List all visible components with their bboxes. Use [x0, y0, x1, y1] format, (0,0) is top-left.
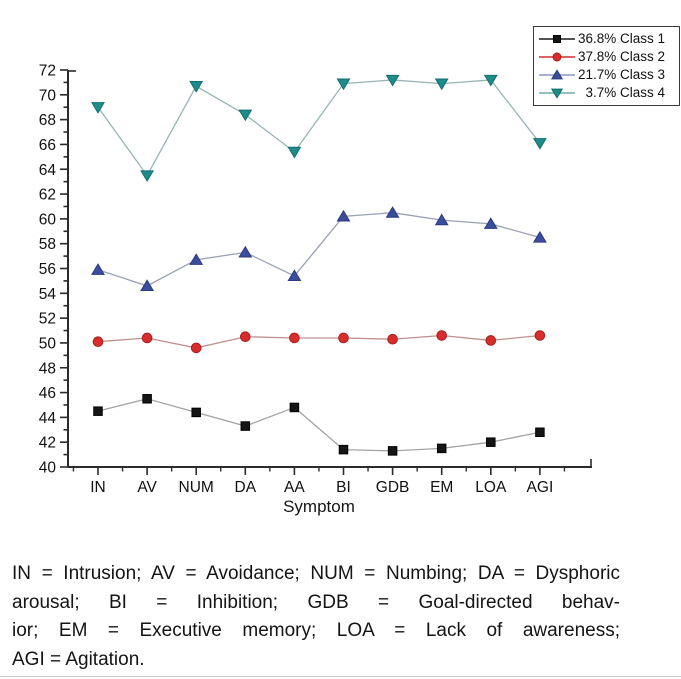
circle-marker-icon: [436, 330, 448, 341]
y-tick-label: 54: [39, 286, 57, 303]
triangle-down-marker-icon: [532, 138, 547, 150]
y-tick-label: 42: [39, 435, 56, 452]
y-tick-label: 60: [39, 211, 57, 228]
circle-marker-icon: [190, 342, 202, 354]
triangle-down-marker-icon: [287, 146, 302, 159]
x-tick-label: AGI: [527, 479, 554, 496]
y-tick-label: 70: [39, 87, 57, 104]
x-tick-label: LOA: [475, 479, 507, 496]
y-tick-label: 64: [39, 162, 57, 179]
legend-label: 36.8% Class 1: [578, 31, 666, 46]
y-tick-label: 72: [39, 63, 56, 80]
triangle-up-marker-icon: [336, 209, 351, 222]
series-line: [97, 334, 540, 349]
legend-item: 36.8% Class 1: [539, 30, 675, 48]
abbreviation-caption: IN = Intrusion; AV = Avoidance; NUM = Nu…: [12, 560, 620, 674]
legend-key-icon: [539, 35, 575, 43]
triangle-up-marker-icon: [550, 69, 564, 80]
triangle-up-marker-icon: [140, 279, 155, 291]
square-marker-icon: [436, 443, 447, 454]
y-tick-label: 68: [39, 112, 56, 129]
triangle-down-marker-icon: [385, 74, 400, 87]
x-tick-label: BI: [336, 479, 351, 496]
circle-marker-icon: [534, 330, 546, 341]
square-marker-icon: [535, 427, 545, 438]
circle-marker-icon: [485, 335, 497, 346]
chart-series: [91, 74, 547, 456]
x-tick-label: IN: [90, 479, 106, 496]
triangle-up-marker-icon: [532, 230, 547, 243]
y-tick-label: 62: [39, 187, 56, 204]
y-tick-label: 52: [39, 311, 56, 328]
y-tick-label: 66: [39, 137, 56, 154]
chart-axes: 40 42 44 46 48 50 52 54 56 58 60 62 64 66 68 70 72 IN AV NU…: [39, 63, 592, 496]
circle-marker-icon: [387, 333, 398, 345]
y-tick-label: 40: [39, 460, 57, 477]
line-chart: 40 42 44 46 48 50 52 54 56 58 60 62 64 66 68 70 72 IN AV NU…: [39, 63, 592, 516]
square-marker-icon: [486, 437, 496, 447]
square-marker-icon: [191, 407, 201, 418]
symptom-line-chart-canvas: 40 42 44 46 48 50 52 54 56 58 60 62 64 66 68 70 72 IN AV NU…: [39, 63, 592, 516]
triangle-up-marker-icon: [91, 263, 105, 275]
y-tick-label: 48: [39, 360, 56, 377]
triangle-down-marker-icon: [189, 81, 204, 93]
square-marker-icon: [338, 444, 349, 455]
triangle-down-marker-icon: [434, 78, 449, 91]
triangle-down-marker-icon: [550, 88, 564, 99]
series-line: [97, 398, 541, 452]
legend-item: 3.7% Class 4: [539, 84, 675, 102]
circle-marker-icon: [338, 332, 349, 344]
triangle-up-marker-icon: [483, 217, 498, 229]
caption-line-1: IN = Intrusion; AV = Avoidance; NUM = Nu…: [12, 563, 620, 584]
caption-line-3: ior; EM = Executive memory; LOA = Lack o…: [12, 620, 620, 641]
triangle-up-marker-icon: [238, 245, 253, 258]
square-marker-icon: [142, 394, 152, 404]
legend-key-icon: [539, 52, 575, 62]
circle-marker-icon: [92, 336, 104, 347]
legend-label: 3.7% Class 4: [578, 85, 666, 100]
circle-marker-icon: [289, 332, 300, 344]
series-line: [97, 79, 541, 177]
triangle-down-marker-icon: [140, 170, 155, 183]
legend-item: 37.8% Class 2: [539, 48, 675, 66]
legend-label: 37.8% Class 2: [578, 49, 666, 64]
square-marker-icon: [387, 446, 398, 456]
y-tick-label: 56: [39, 261, 56, 278]
legend-key-icon: [539, 69, 575, 80]
triangle-up-marker-icon: [434, 213, 449, 226]
triangle-down-marker-icon: [483, 74, 498, 87]
circle-marker-icon: [240, 331, 251, 343]
triangle-down-marker-icon: [238, 109, 253, 122]
x-tick-label: AA: [284, 479, 305, 496]
square-marker-icon: [240, 421, 251, 431]
caption-line-2: arousal; BI = Inhibition; GDB = Goal-dir…: [12, 591, 620, 613]
square-marker-icon: [93, 406, 103, 416]
legend-item: 21.7% Class 3: [539, 66, 675, 84]
triangle-down-marker-icon: [336, 78, 351, 91]
y-tick-label: 46: [39, 385, 56, 402]
circle-marker-icon: [552, 52, 562, 62]
x-tick-label: GDB: [376, 479, 410, 496]
bottom-divider: [0, 676, 681, 677]
x-tick-label: EM: [430, 479, 453, 496]
x-tick-label: NUM: [179, 479, 214, 496]
series-line: [97, 212, 541, 287]
legend-label: 21.7% Class 3: [578, 67, 666, 82]
x-tick-label: AV: [137, 479, 157, 496]
triangle-up-marker-icon: [287, 269, 302, 282]
chart-legend: 36.8% Class 1 37.8% Class 2 21.7% Class 3 …: [533, 26, 680, 106]
y-tick-label: 44: [39, 410, 57, 427]
x-tick-label: DA: [235, 479, 257, 496]
square-marker-icon: [289, 402, 300, 413]
caption-line-4: AGI = Agitation.: [12, 648, 145, 670]
circle-marker-icon: [141, 332, 153, 344]
triangle-up-marker-icon: [189, 253, 204, 265]
triangle-up-marker-icon: [385, 206, 400, 218]
legend-key-icon: [539, 88, 575, 99]
triangle-down-marker-icon: [91, 102, 105, 114]
square-marker-icon: [553, 35, 561, 43]
y-tick-label: 58: [39, 236, 56, 253]
x-axis-title: Symptom: [283, 497, 355, 516]
y-tick-label: 50: [39, 335, 57, 352]
